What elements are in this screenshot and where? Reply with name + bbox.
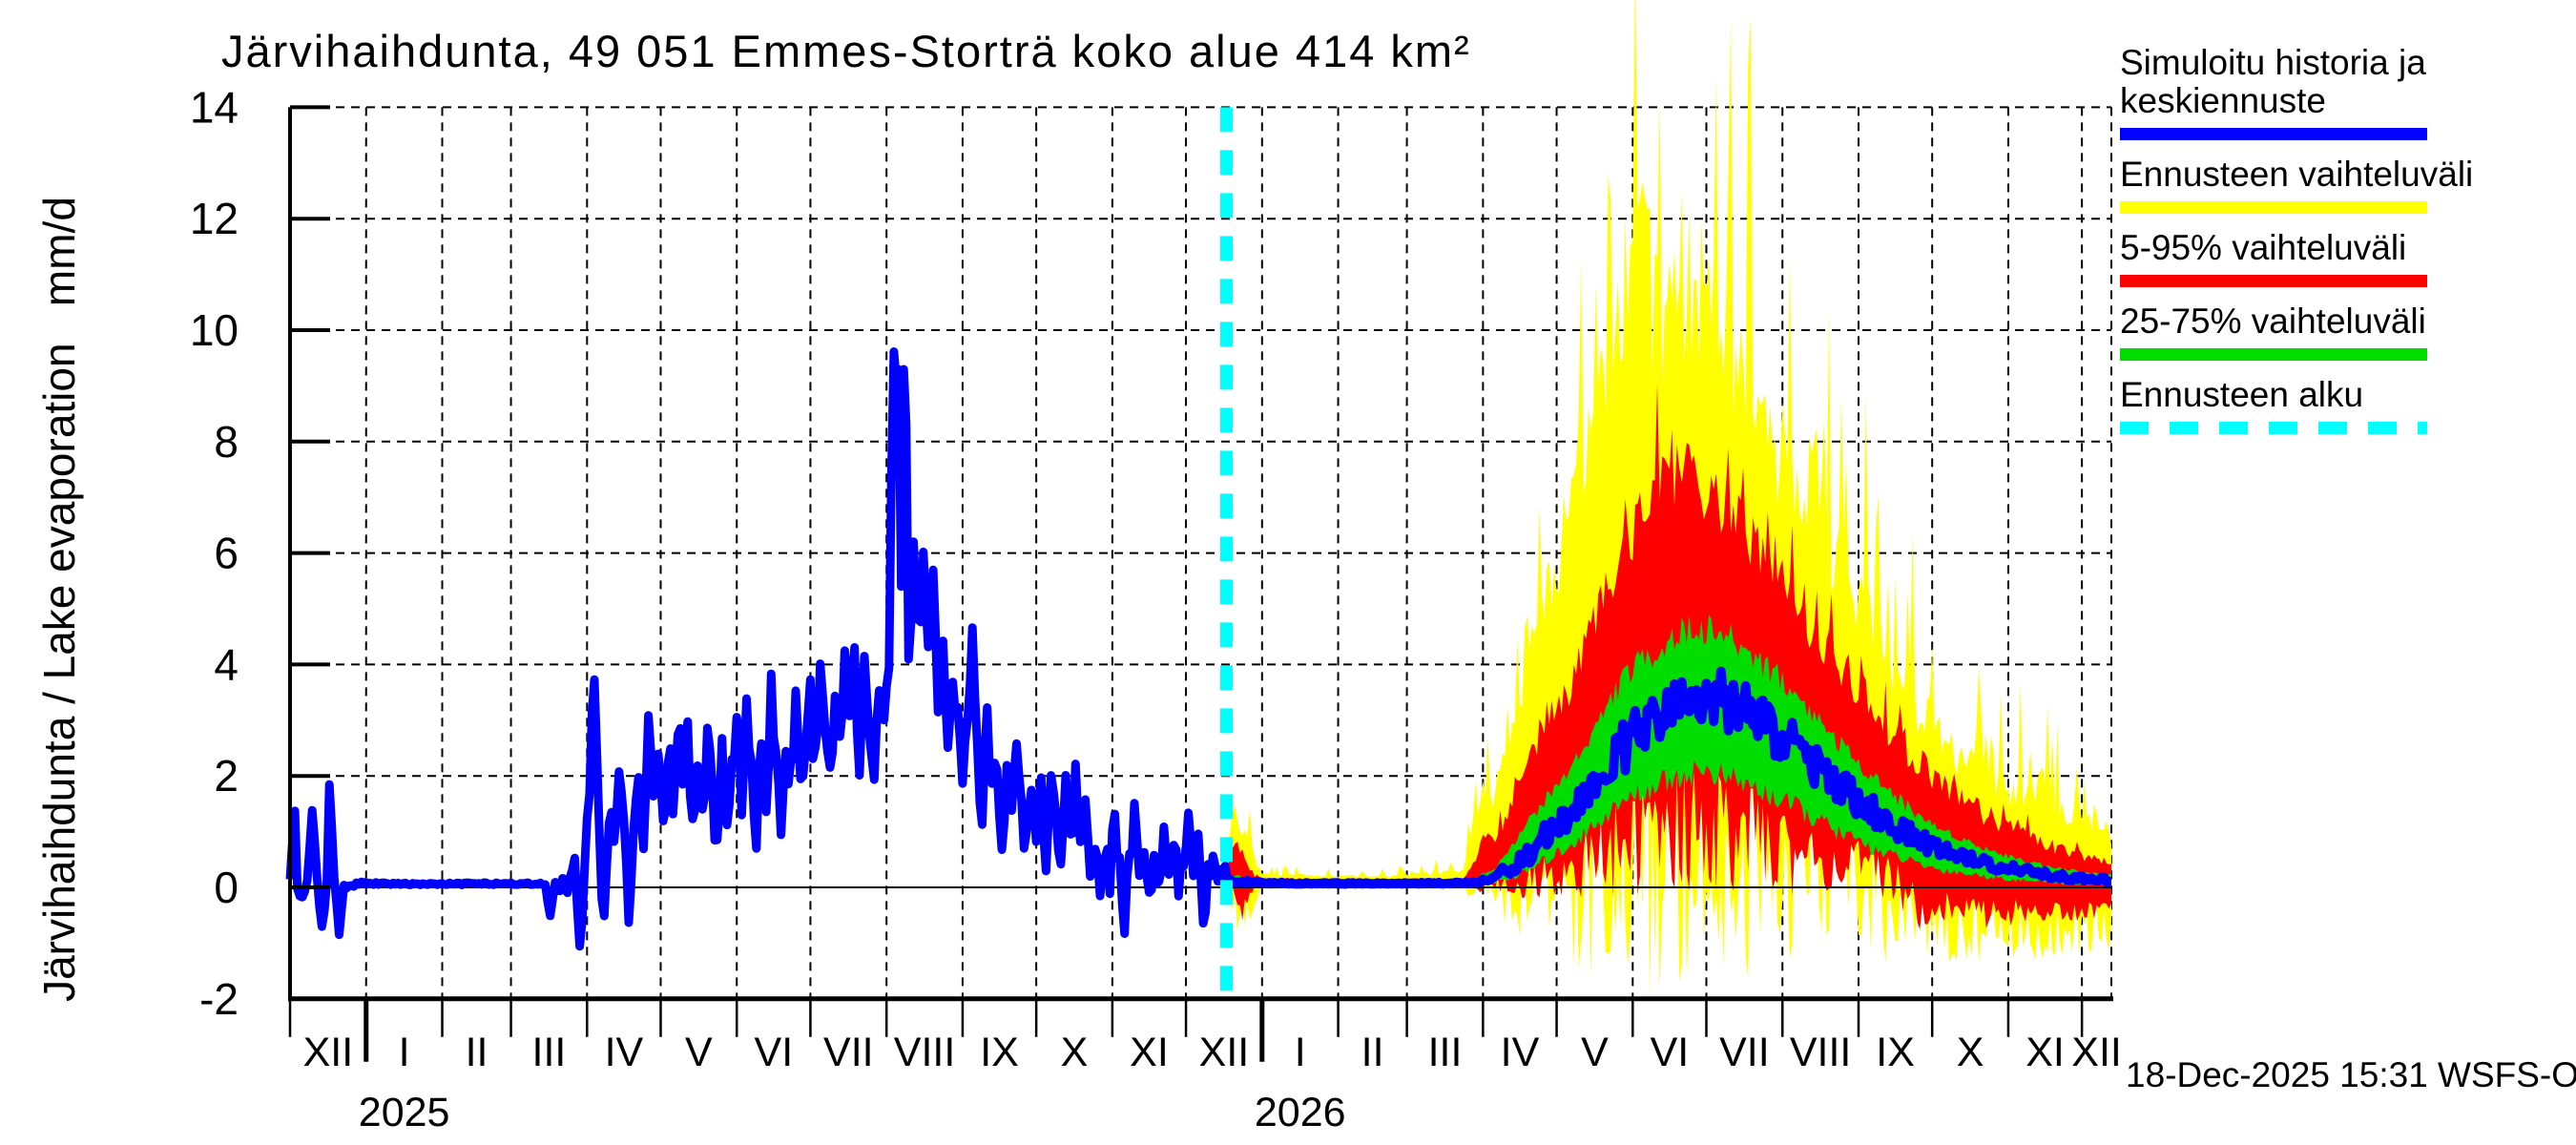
y-axis-title: Järvihaihdunta / Lake evaporation mm/d (34, 197, 84, 1002)
x-tick-label: X (1061, 1030, 1089, 1075)
x-tick-label: II (1361, 1030, 1384, 1075)
legend-item-5-95: 5-95% vaihteluväli (2120, 229, 2441, 287)
history-line-blue (285, 347, 1233, 951)
chart-title: Järvihaihdunta, 49 051 Emmes-Storträ kok… (221, 26, 1471, 76)
x-tick-label: IX (1876, 1030, 1915, 1075)
y-tick-label: 14 (190, 82, 239, 132)
legend-swatch-cyan-dashed-line (2120, 422, 2427, 434)
y-tick-label: -2 (199, 974, 239, 1024)
x-tick-label: XI (1130, 1030, 1169, 1075)
x-tick-label: X (1957, 1030, 1984, 1075)
legend: Simuloitu historia ja keskiennuste Ennus… (2120, 44, 2474, 449)
legend-swatch-yellow-band (2120, 201, 2427, 214)
legend-label: Simuloitu historia ja (2120, 43, 2426, 82)
forecast-median-line-blue (1225, 666, 2114, 889)
x-tick-label: V (1581, 1030, 1609, 1075)
y-tick-label: 12 (190, 194, 239, 243)
legend-label: Ennusteen alku (2120, 375, 2364, 414)
legend-label: Ennusteen vaihteluväli (2120, 155, 2474, 194)
x-tick-label: III (532, 1030, 567, 1075)
x-tick-label: VII (1719, 1030, 1770, 1075)
y-tick-label: 0 (214, 863, 239, 912)
y-tick-label: 8 (214, 417, 239, 467)
x-year-label: 2026 (1255, 1090, 1346, 1135)
x-year-label: 2025 (359, 1090, 450, 1135)
legend-label: 25-75% vaihteluväli (2120, 302, 2426, 341)
y-tick-label: 10 (190, 305, 239, 355)
legend-item-25-75: 25-75% vaihteluväli (2120, 302, 2441, 361)
legend-swatch-red-band (2120, 275, 2427, 287)
x-tick-label: II (466, 1030, 488, 1075)
legend-item-forecast-range: Ennusteen vaihteluväli (2120, 155, 2474, 214)
legend-swatch-blue-line (2120, 128, 2427, 140)
x-tick-label: I (1295, 1030, 1306, 1075)
x-tick-label: XII (1199, 1030, 1250, 1075)
x-tick-label: IX (980, 1030, 1019, 1075)
timestamp: 18-Dec-2025 15:31 WSFS-O (2126, 1055, 2576, 1094)
x-tick-label: IV (605, 1030, 644, 1075)
legend-item-history: Simuloitu historia ja keskiennuste (2120, 44, 2441, 140)
x-tick-label: XI (2025, 1030, 2065, 1075)
x-tick-label: VI (755, 1030, 794, 1075)
x-tick-label: VII (823, 1030, 874, 1075)
x-tick-label: V (685, 1030, 713, 1075)
legend-item-forecast-start: Ennusteen alku (2120, 376, 2441, 434)
x-tick-label: VIII (1790, 1030, 1852, 1075)
legend-label: 5-95% vaihteluväli (2120, 228, 2407, 267)
y-tick-label: 4 (214, 639, 239, 689)
x-tick-label: VI (1651, 1030, 1690, 1075)
x-tick-label: IV (1501, 1030, 1540, 1075)
x-tick-label: VIII (894, 1030, 956, 1075)
x-tick-label: I (399, 1030, 410, 1075)
x-tick-label: III (1428, 1030, 1463, 1075)
x-tick-label: XII (303, 1030, 354, 1075)
legend-swatch-green-band (2120, 348, 2427, 361)
legend-label: keskiennuste (2120, 81, 2326, 120)
y-tick-label: 2 (214, 751, 239, 801)
y-tick-label: 6 (214, 529, 239, 578)
x-tick-label: XII (2071, 1030, 2122, 1075)
